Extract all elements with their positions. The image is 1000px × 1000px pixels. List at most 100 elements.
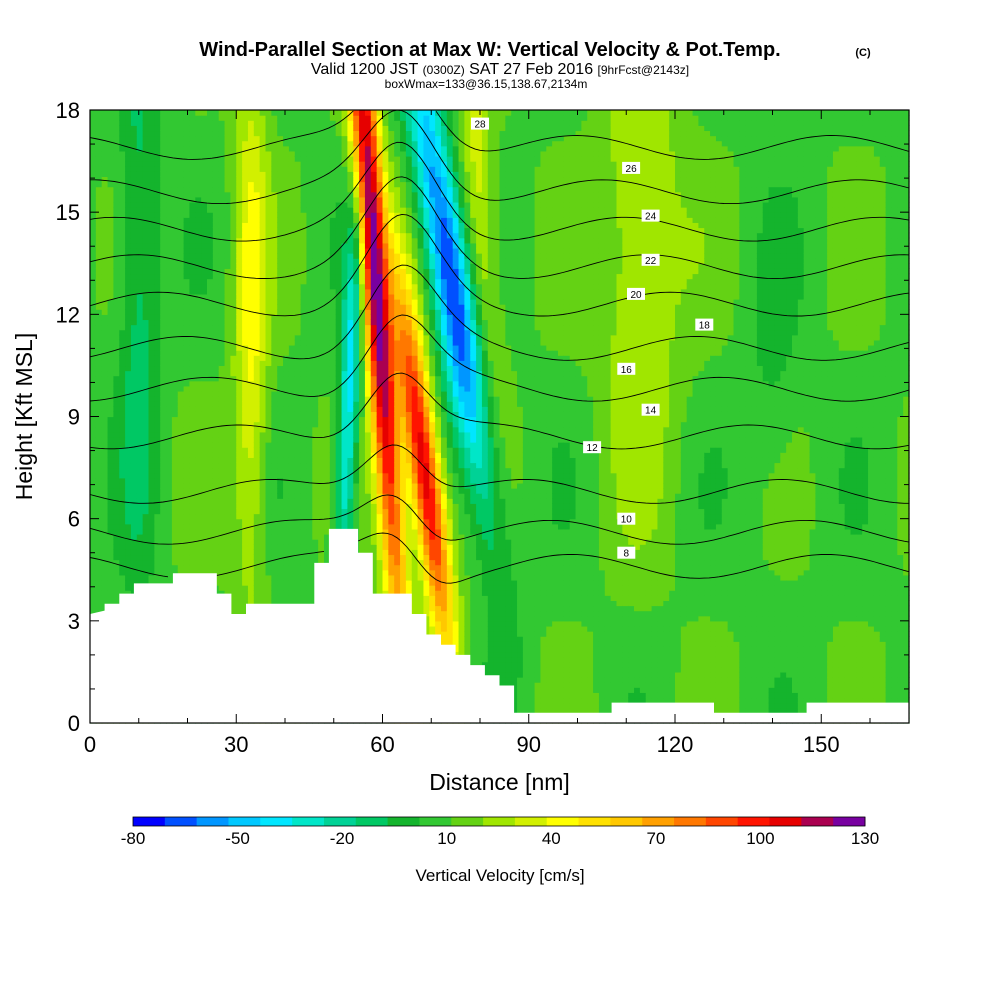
field-cell (236, 385, 243, 392)
field-cell (312, 222, 319, 229)
field-cell (183, 283, 191, 290)
field-cell (183, 426, 191, 433)
field-cell (101, 416, 109, 423)
field-cell (95, 477, 103, 484)
field-cell (265, 171, 272, 178)
field-cell (318, 513, 325, 520)
field-cell (130, 472, 138, 479)
field-cell (95, 447, 103, 453)
field-cell (318, 278, 325, 285)
field-cell (130, 447, 138, 453)
field-cell (288, 503, 296, 510)
field-cell (300, 518, 308, 525)
field-cell (113, 314, 120, 321)
field-cell (247, 171, 255, 178)
field-cell (166, 344, 173, 351)
field-cell (329, 406, 337, 412)
field-cell (107, 217, 114, 223)
field-cell (247, 365, 255, 372)
field-cell (259, 344, 267, 351)
field-cell (218, 518, 226, 525)
field-cell (113, 518, 120, 525)
field-cell (201, 549, 208, 556)
field-cell (265, 314, 272, 321)
field-cell (160, 360, 167, 367)
field-cell (253, 135, 261, 142)
field-cell (107, 247, 114, 254)
field-cell (259, 503, 267, 510)
field-cell (119, 482, 126, 489)
field-cell (107, 191, 114, 198)
field-cell (130, 222, 138, 229)
field-cell (160, 390, 167, 397)
field-cell (195, 309, 202, 315)
field-cell (212, 355, 220, 361)
field-cell (242, 416, 249, 423)
field-cell (90, 319, 97, 326)
field-cell (201, 426, 208, 433)
field-cell (130, 191, 138, 198)
field-cell (166, 176, 173, 183)
field-cell (324, 299, 331, 305)
field-cell (90, 421, 97, 428)
field-cell (318, 242, 325, 249)
field-cell (183, 237, 191, 244)
field-cell (201, 288, 208, 295)
field-cell (306, 293, 313, 300)
field-cell (136, 186, 144, 193)
field-cell (300, 482, 308, 489)
field-cell (177, 442, 185, 448)
field-cell (324, 314, 331, 321)
field-cell (242, 401, 249, 407)
field-cell (113, 452, 120, 458)
field-cell (160, 161, 167, 167)
field-cell (166, 135, 173, 142)
field-cell (101, 360, 109, 367)
field-cell (177, 278, 185, 285)
field-cell (300, 513, 308, 520)
field-cell (148, 385, 155, 392)
field-cell (283, 334, 290, 341)
field-cell (148, 166, 155, 172)
field-cell (136, 426, 144, 433)
field-cell (294, 533, 302, 540)
field-cell (90, 207, 97, 213)
field-cell (283, 355, 290, 361)
field-cell (318, 472, 325, 479)
field-cell (148, 196, 155, 203)
field-cell (95, 493, 103, 499)
field-cell (294, 263, 302, 269)
field-cell (119, 299, 126, 305)
field-cell (247, 595, 255, 601)
field-cell (189, 176, 196, 183)
field-cell (136, 396, 144, 402)
field-cell (189, 564, 196, 571)
field-cell (101, 258, 109, 264)
field-cell (101, 309, 109, 315)
field-cell (242, 339, 249, 346)
field-cell (253, 263, 261, 269)
field-cell (300, 258, 308, 264)
field-cell (90, 329, 97, 336)
field-cell (183, 130, 191, 137)
field-cell (271, 222, 278, 229)
field-cell (283, 390, 290, 397)
field-cell (283, 196, 290, 203)
field-cell (224, 329, 231, 336)
field-cell (312, 544, 319, 550)
field-cell (107, 390, 114, 397)
field-cell (125, 253, 132, 259)
field-cell (283, 365, 290, 372)
field-cell (195, 135, 202, 142)
field-cell (95, 595, 103, 601)
field-cell (183, 442, 191, 448)
field-cell (171, 344, 179, 351)
field-cell (230, 416, 237, 423)
field-cell (236, 110, 243, 116)
field-cell (265, 590, 272, 596)
field-cell (312, 554, 319, 561)
copyright-mark: (C) (855, 47, 871, 59)
field-cell (288, 380, 296, 387)
field-cell (283, 452, 290, 458)
field-cell (183, 299, 191, 305)
